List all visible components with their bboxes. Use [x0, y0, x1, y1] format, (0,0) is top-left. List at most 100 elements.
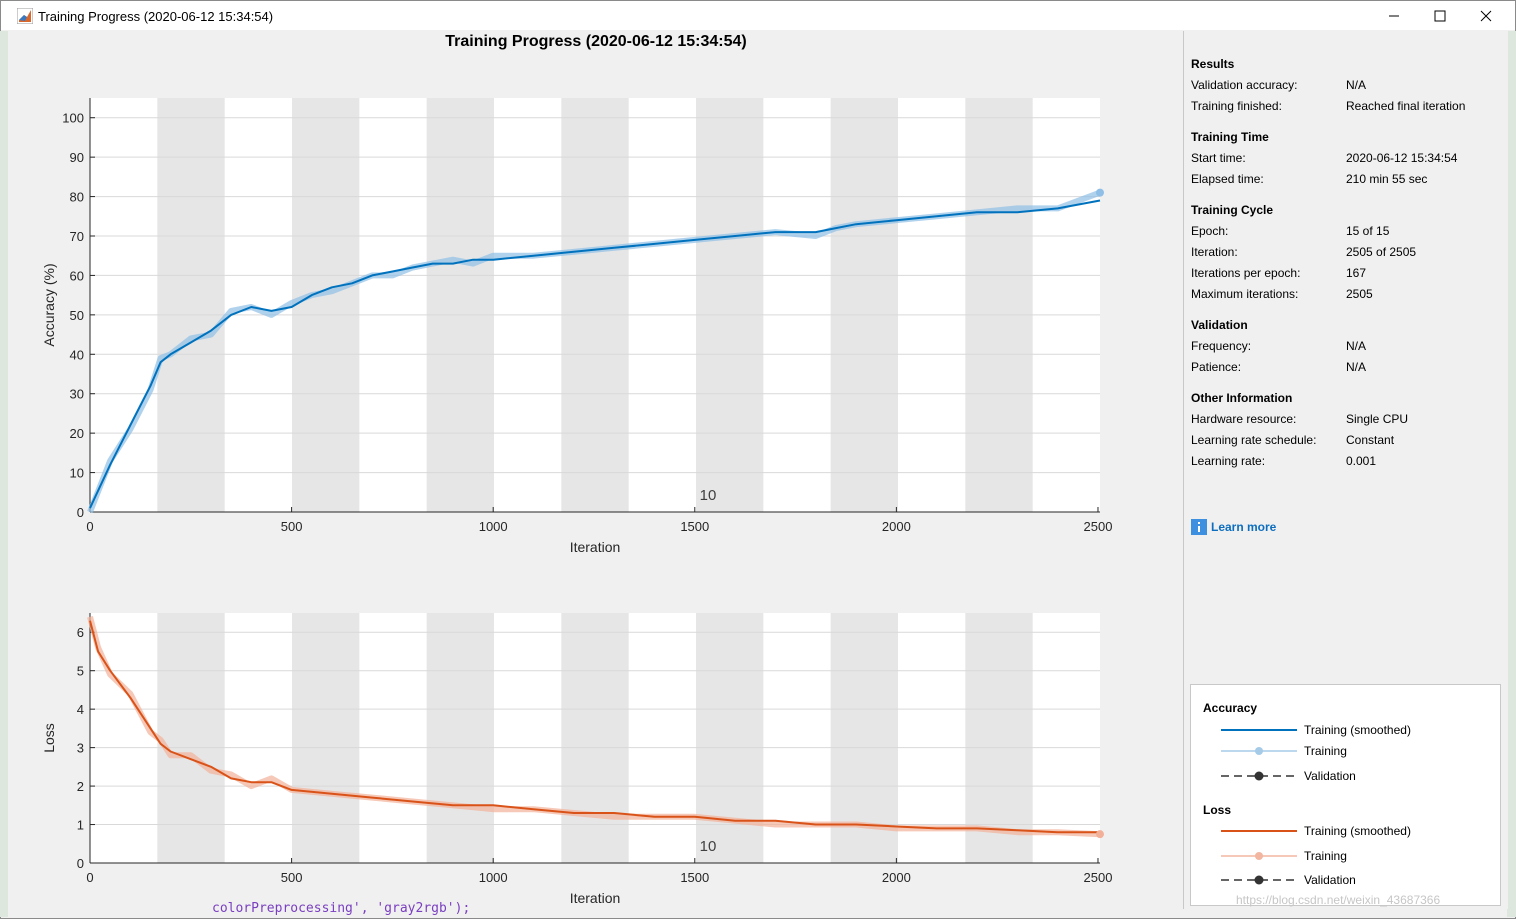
minimize-icon: [1389, 15, 1399, 16]
legend-accuracy-smoothed-label: Training (smoothed): [1304, 723, 1411, 737]
accuracy-epoch-band: [292, 98, 360, 512]
loss-last-training-point: [1096, 830, 1104, 839]
accuracy-y-tick-label: 20: [70, 426, 84, 441]
accuracy-y-tick-label: 90: [70, 150, 84, 165]
legend: Accuracy Training (smoothed) Training Va…: [1190, 684, 1501, 906]
other-information-heading: Other Information: [1191, 391, 1293, 405]
accuracy-chart[interactable]: 0 500 1000 1500 2000 2500 0 10 20 30 40 50 60 70 80 90 1…: [30, 90, 1130, 560]
maximize-icon: [1434, 10, 1446, 21]
maximum-iterations-value: 2505: [1346, 287, 1373, 301]
learning-rate-schedule-value: Constant: [1346, 433, 1395, 447]
loss-epoch-band: [292, 613, 360, 863]
loss-epoch-band: [157, 613, 225, 863]
accuracy-y-tick-label: 50: [70, 308, 84, 323]
legend-accuracy-validation-label: Validation: [1304, 769, 1356, 783]
frequency-value: N/A: [1346, 339, 1367, 353]
background-editor-strip-right: [1507, 31, 1516, 917]
accuracy-y-tick-label: 40: [70, 347, 84, 362]
accuracy-x-tick-label: 1500: [680, 519, 709, 534]
maximum-iterations-label: Maximum iterations:: [1191, 287, 1299, 301]
loss-y-tick-label: 6: [77, 625, 84, 640]
elapsed-time-label: Elapsed time:: [1191, 172, 1264, 186]
patience-value: N/A: [1346, 360, 1367, 374]
window-title: Training Progress (2020-06-12 15:34:54): [38, 9, 274, 24]
frequency-label: Frequency:: [1191, 339, 1252, 353]
training-finished-label: Training finished:: [1191, 99, 1282, 113]
iteration-value: 2505 of 2505: [1346, 245, 1417, 259]
validation-accuracy-value: N/A: [1346, 78, 1367, 92]
accuracy-epoch-band: [696, 98, 764, 512]
patience-label: Patience:: [1191, 360, 1242, 374]
accuracy-y-tick-label: 10: [70, 466, 84, 481]
accuracy-y-tick-label: 60: [70, 268, 84, 283]
page-title: Training Progress (2020-06-12 15:34:54): [445, 33, 747, 50]
legend-accuracy-training-label: Training: [1304, 744, 1347, 758]
loss-y-tick-label: 3: [77, 741, 84, 756]
accuracy-epoch-label: 10: [700, 487, 717, 504]
watermark: https://blog.csdn.net/weixin_43687366: [1236, 893, 1441, 907]
matlab-app-icon: [17, 8, 33, 24]
learn-more-label[interactable]: Learn more: [1211, 520, 1277, 534]
loss-x-tick-label: 2500: [1084, 870, 1113, 885]
training-cycle-heading: Training Cycle: [1191, 203, 1274, 217]
loss-x-tick-label: 500: [281, 870, 303, 885]
iteration-label: Iteration:: [1191, 245, 1238, 259]
accuracy-epoch-band: [561, 98, 629, 512]
legend-loss-heading: Loss: [1203, 803, 1232, 817]
title-bar[interactable]: Training Progress (2020-06-12 15:34:54): [1, 1, 1515, 30]
loss-y-axis-label: Loss: [41, 723, 57, 753]
legend-accuracy-validation-swatch: [1221, 771, 1297, 781]
legend-loss-smoothed-swatch: [1221, 830, 1297, 832]
hardware-resource-value: Single CPU: [1346, 412, 1409, 426]
iterations-per-epoch-value: 167: [1346, 266, 1367, 280]
accuracy-epoch-band: [965, 98, 1033, 512]
accuracy-last-training-point: [1096, 188, 1104, 197]
epoch-label: Epoch:: [1191, 224, 1229, 238]
legend-loss-training-swatch: [1221, 852, 1297, 860]
info-icon: [1191, 519, 1207, 535]
start-time-value: 2020-06-12 15:34:54: [1346, 151, 1458, 165]
close-button[interactable]: [1463, 1, 1509, 30]
validation-heading: Validation: [1191, 318, 1248, 332]
start-time-label: Start time:: [1191, 151, 1246, 165]
loss-epoch-band: [426, 613, 494, 863]
validation-accuracy-label: Validation accuracy:: [1191, 78, 1298, 92]
legend-loss-training-label: Training: [1304, 849, 1347, 863]
loss-training-smoothed-line: [89, 620, 1100, 834]
loss-x-tick-label: 0: [86, 870, 93, 885]
maximize-button[interactable]: [1417, 1, 1463, 30]
loss-epoch-band: [561, 613, 629, 863]
legend-accuracy-training-swatch: [1221, 747, 1297, 755]
iterations-per-epoch-label: Iterations per epoch:: [1191, 266, 1301, 280]
loss-chart[interactable]: 0 500 1000 1500 2000 2500 0 1 2 3 4 5 6 Iteration Loss…: [30, 605, 1130, 910]
accuracy-epoch-band: [426, 98, 494, 512]
close-icon: [1480, 10, 1492, 21]
accuracy-x-tick-label: 1000: [479, 519, 508, 534]
accuracy-epoch-band: [157, 98, 225, 512]
accuracy-y-tick-label: 100: [62, 111, 84, 126]
accuracy-x-tick-label: 2000: [882, 519, 911, 534]
loss-y-tick-label: 1: [77, 818, 84, 833]
loss-x-tick-label: 1500: [680, 870, 709, 885]
learn-more-link[interactable]: Learn more: [1191, 519, 1276, 535]
accuracy-x-tick-label: 500: [281, 519, 303, 534]
accuracy-y-tick-label: 30: [70, 387, 84, 402]
loss-y-tick-label: 4: [77, 702, 84, 717]
accuracy-training-smoothed-line: [89, 199, 1101, 509]
loss-epoch-band: [830, 613, 898, 863]
loss-y-tick-label: 2: [77, 779, 84, 794]
elapsed-time-value: 210 min 55 sec: [1346, 172, 1428, 186]
training-finished-value: Reached final iteration: [1346, 99, 1466, 113]
epoch-value: 15 of 15: [1346, 224, 1390, 238]
learning-rate-value: 0.001: [1346, 454, 1377, 468]
minimize-button[interactable]: [1371, 1, 1417, 30]
results-heading: Results: [1191, 57, 1235, 71]
loss-x-tick-label: 1000: [479, 870, 508, 885]
accuracy-x-tick-label: 2500: [1084, 519, 1113, 534]
learning-rate-schedule-label: Learning rate schedule:: [1191, 433, 1317, 447]
accuracy-x-tick-label: 0: [86, 519, 93, 534]
accuracy-x-axis-label: Iteration: [570, 539, 621, 555]
accuracy-y-tick-label: 80: [70, 190, 84, 205]
legend-accuracy-smoothed-swatch: [1221, 729, 1297, 731]
accuracy-y-axis-label: Accuracy (%): [41, 263, 57, 346]
